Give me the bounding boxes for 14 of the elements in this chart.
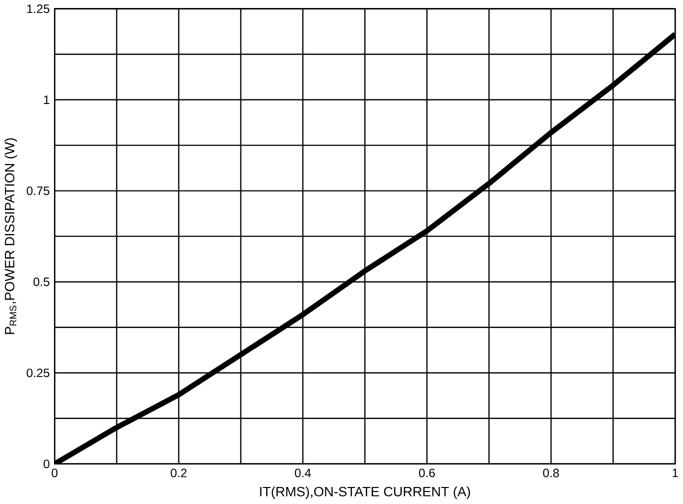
y-axis-title: P$_{RMS}$,POWER DISSIPATION (W) <box>4 138 18 334</box>
y-tick-label: 0.5 <box>33 278 50 286</box>
y-tick-label: 1 <box>44 96 50 104</box>
x-tick-label: 0 <box>52 468 58 478</box>
x-axis-title: IT(RMS),ON-STATE CURRENT (A) <box>260 486 470 500</box>
y-tick-label: 0 <box>44 460 50 468</box>
x-tick-label: 1 <box>672 468 678 478</box>
x-tick-label: 0.2 <box>170 468 187 478</box>
y-tick-label: 1.25 <box>27 4 50 14</box>
y-tick-label: 0.75 <box>26 186 50 196</box>
y-tick-label: 0.25 <box>26 368 50 378</box>
x-tick-label: 0.8 <box>543 468 559 478</box>
x-tick-label: 0.4 <box>294 468 311 478</box>
x-tick-label: 0.6 <box>418 468 435 478</box>
